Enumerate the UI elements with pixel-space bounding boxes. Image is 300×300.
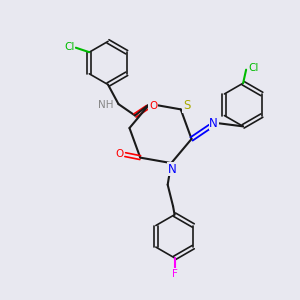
Text: O: O <box>149 100 157 111</box>
Text: F: F <box>172 269 178 279</box>
Text: Cl: Cl <box>248 64 259 74</box>
Text: N: N <box>167 163 176 176</box>
Text: N: N <box>209 117 218 130</box>
Text: Cl: Cl <box>64 42 74 52</box>
Text: S: S <box>183 99 190 112</box>
Text: O: O <box>115 149 123 159</box>
Text: NH: NH <box>98 100 114 110</box>
